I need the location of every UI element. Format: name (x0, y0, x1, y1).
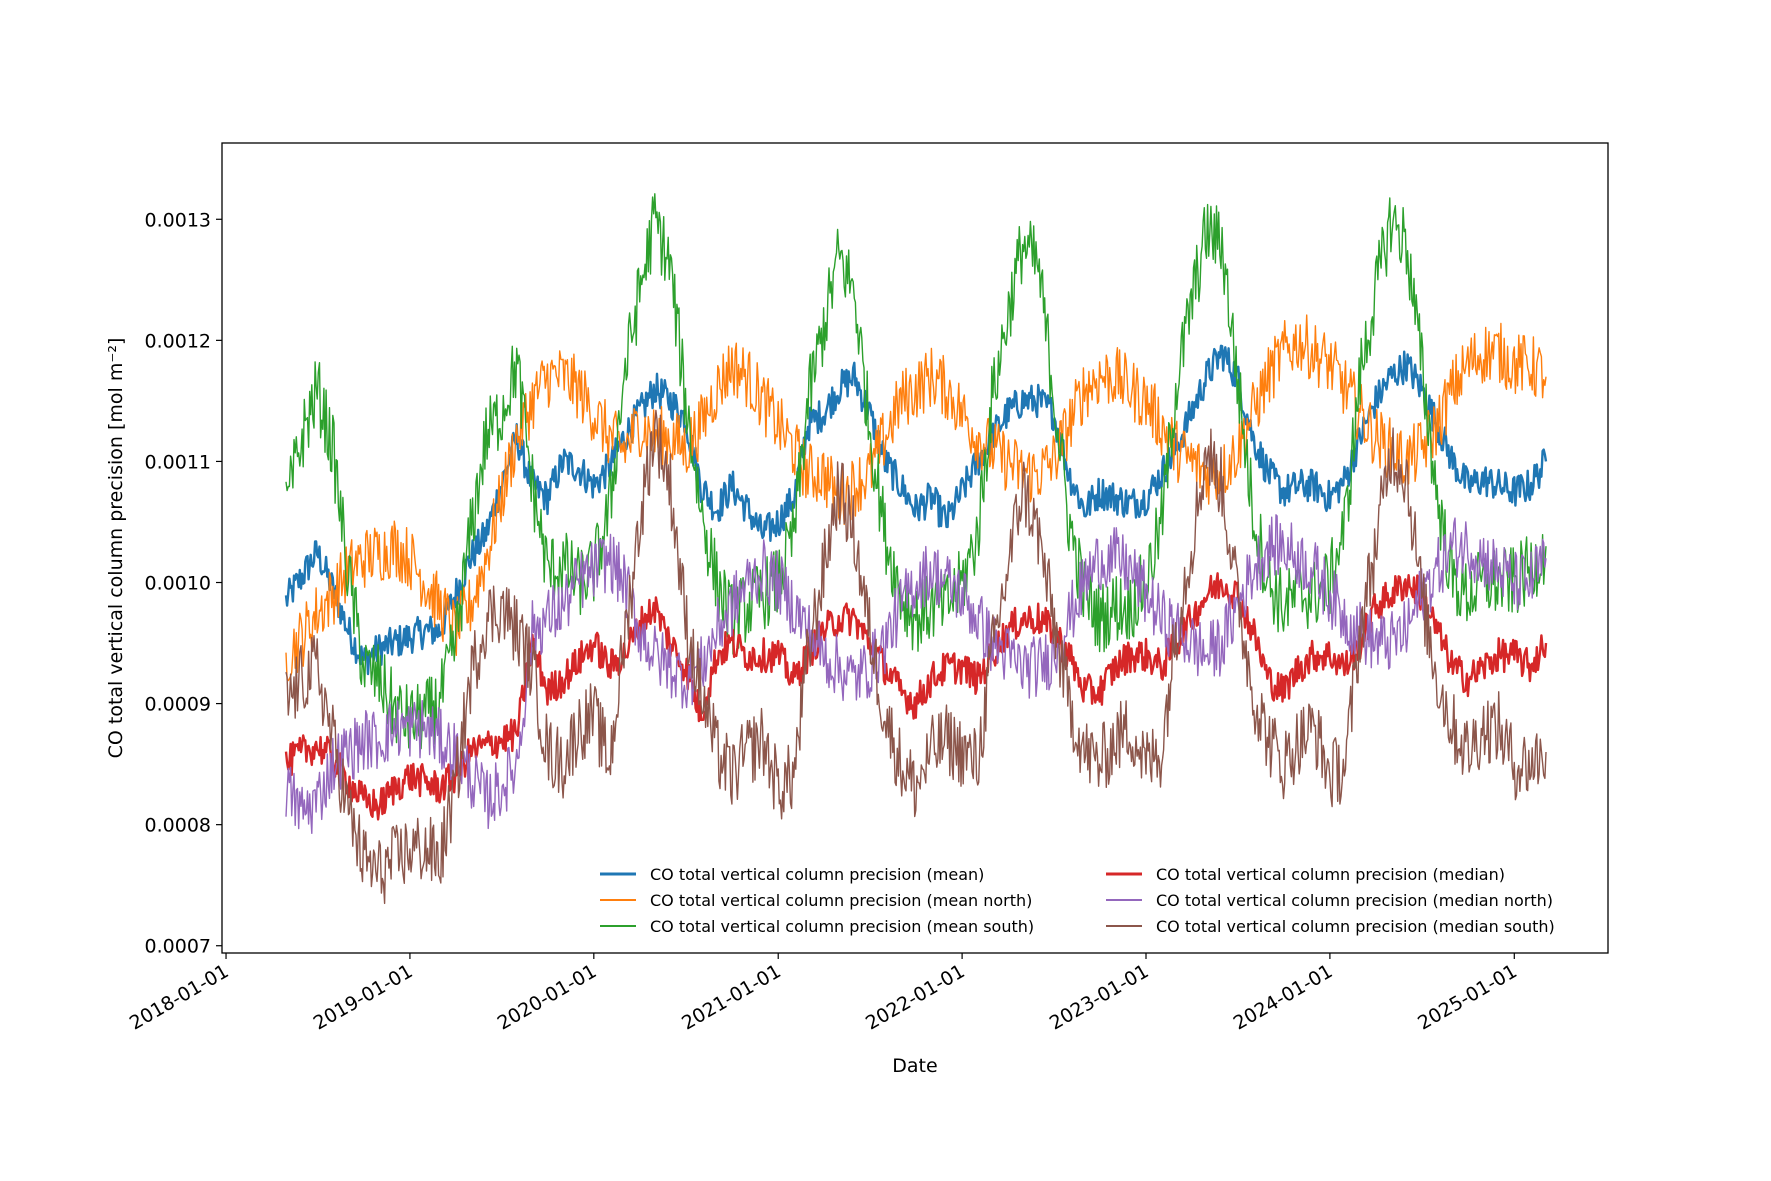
legend-label: CO total vertical column precision (medi… (1156, 891, 1553, 910)
series-layer (284, 193, 1548, 905)
y-tick-label: 0.0010 (145, 573, 211, 595)
plot-frame (221, 142, 1609, 954)
legend-label: CO total vertical column precision (medi… (1156, 917, 1555, 936)
legend-label: CO total vertical column precision (mean… (650, 917, 1034, 936)
legend-label: CO total vertical column precision (mean… (650, 865, 984, 884)
y-tick-label: 0.0012 (145, 330, 211, 352)
y-tick-label: 0.0008 (145, 815, 211, 837)
series-line-5 (285, 514, 1547, 834)
y-tick-label: 0.0011 (145, 451, 211, 473)
legend-label: CO total vertical column precision (mean… (650, 891, 1032, 910)
y-axis: 0.0007 0.0008 0.0009 0.0010 0.0011 0.0012 0.00… (145, 209, 222, 958)
y-tick-label: 0.0009 (145, 694, 211, 716)
y-axis-label: CO total vertical column precision [mol … (105, 338, 127, 759)
y-tick-label: 0.0007 (145, 936, 211, 958)
x-axis-label: Date (892, 1055, 937, 1077)
series-line-2 (285, 314, 1547, 682)
y-tick-label: 0.0013 (145, 209, 211, 231)
legend: CO total vertical column precision (mean… (600, 865, 1555, 936)
legend-label: CO total vertical column precision (medi… (1156, 865, 1505, 884)
series-line-4 (284, 572, 1548, 821)
series-line-6 (285, 409, 1547, 905)
